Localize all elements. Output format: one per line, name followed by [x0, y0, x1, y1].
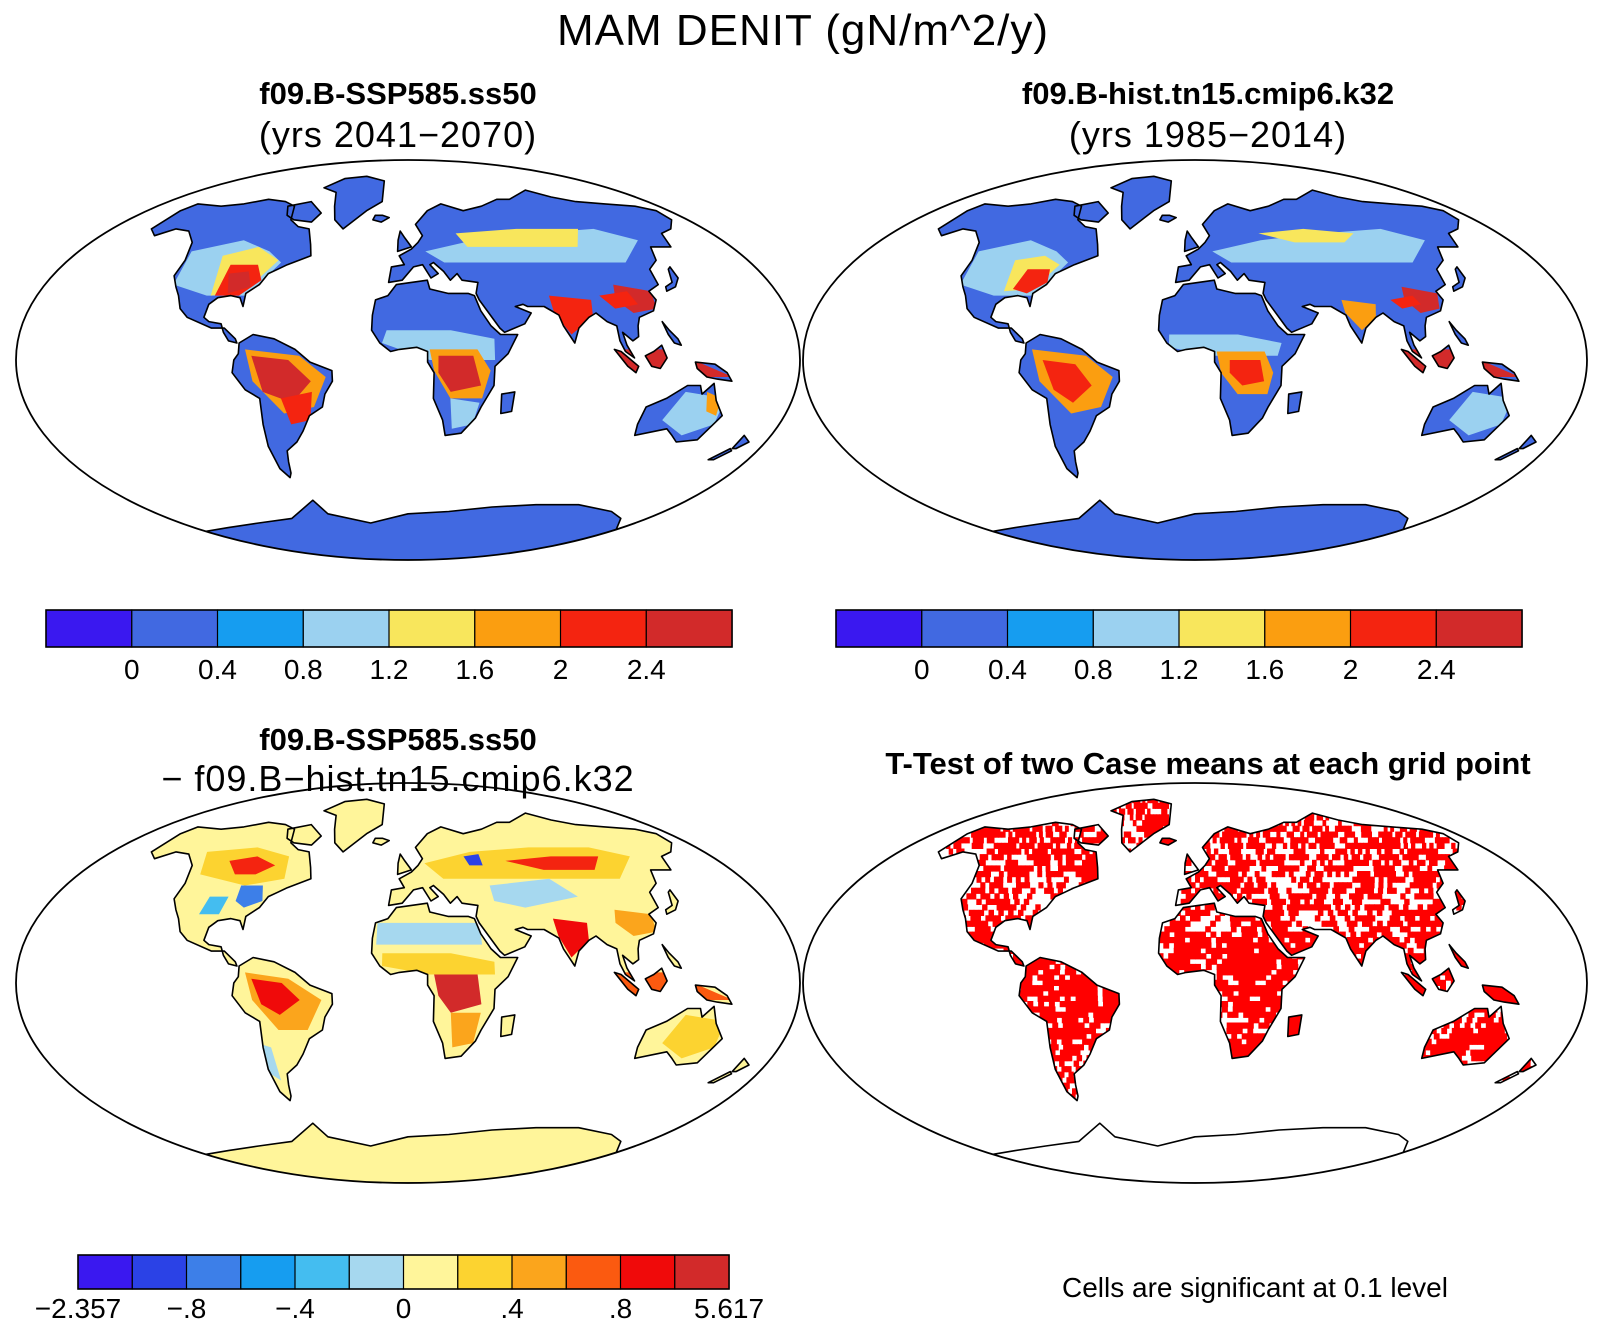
colorbar-swatch — [1093, 610, 1179, 647]
colorbar-diff — [78, 1255, 729, 1289]
colorbar-tick-label: 2 — [1343, 654, 1359, 686]
colorbar-swatch — [187, 1255, 241, 1289]
colorbar-swatch — [566, 1255, 620, 1289]
colorbar-abs-future — [46, 610, 732, 647]
map-panel-future — [16, 160, 800, 560]
land-shading — [16, 783, 800, 1183]
colorbar-tick-label: 2 — [553, 654, 569, 686]
map-border — [803, 783, 1587, 1183]
colorbar-swatch — [46, 610, 132, 647]
colorbar-swatch — [922, 610, 1008, 647]
colorbar-swatch — [1179, 610, 1265, 647]
colorbar-swatch — [349, 1255, 403, 1289]
colorbar-tick-label: 0 — [914, 654, 930, 686]
colorbar-tick-label: 0.8 — [1074, 654, 1113, 686]
colorbar-tick-label: 0.8 — [284, 654, 323, 686]
colorbar-swatch — [132, 610, 218, 647]
colorbar-swatch — [132, 1255, 186, 1289]
colorbar-swatch — [78, 1255, 132, 1289]
colorbar-tick-label: .4 — [500, 1293, 523, 1325]
colorbar-swatch — [475, 610, 561, 647]
colorbar-swatch — [1008, 610, 1094, 647]
colorbar-tick-label: 1.2 — [370, 654, 409, 686]
map-panel-hist — [803, 160, 1587, 560]
colorbar-swatch — [458, 1255, 512, 1289]
colorbar-swatch — [303, 610, 389, 647]
map-panel-ttest — [803, 783, 1587, 1183]
colorbar-tick-label: −.4 — [275, 1293, 315, 1325]
land-shading — [803, 160, 1587, 560]
colorbar-swatch — [646, 610, 732, 647]
colorbar-tick-label: 1.6 — [455, 654, 494, 686]
colorbar-tick-label: 2.4 — [627, 654, 666, 686]
colorbar-tick-label: −.8 — [167, 1293, 207, 1325]
colorbar-swatch — [1436, 610, 1522, 647]
significance-cells — [803, 797, 1587, 1117]
colorbar-swatch — [836, 610, 922, 647]
map-panel-diff — [16, 783, 800, 1183]
colorbar-swatch — [404, 1255, 458, 1289]
map-border — [16, 783, 800, 1183]
land-shading — [16, 160, 800, 560]
colorbar-tick-label: 2.4 — [1417, 654, 1456, 686]
colorbar-swatch — [1351, 610, 1437, 647]
colorbar-tick-label: −2.357 — [35, 1293, 121, 1325]
colorbar-swatch — [218, 610, 304, 647]
colorbar-abs-hist — [836, 610, 1522, 647]
colorbar-swatch — [241, 1255, 295, 1289]
colorbar-tick-label: 1.6 — [1245, 654, 1284, 686]
colorbar-swatch — [1265, 610, 1351, 647]
colorbar-swatch — [389, 610, 475, 647]
colorbar-swatch — [675, 1255, 729, 1289]
map-border — [803, 160, 1587, 560]
colorbar-tick-label: 1.2 — [1160, 654, 1199, 686]
colorbar-tick-label: .8 — [609, 1293, 632, 1325]
colorbar-swatch — [621, 1255, 675, 1289]
map-border — [16, 160, 800, 560]
colorbar-tick-label: 0 — [124, 654, 140, 686]
colorbar-tick-label: 0 — [396, 1293, 412, 1325]
colorbar-swatch — [561, 610, 647, 647]
colorbar-tick-label: 5.617 — [694, 1293, 764, 1325]
colorbar-swatch — [512, 1255, 566, 1289]
colorbar-tick-label: 0.4 — [988, 654, 1027, 686]
colorbar-swatch — [295, 1255, 349, 1289]
colorbar-tick-label: 0.4 — [198, 654, 237, 686]
